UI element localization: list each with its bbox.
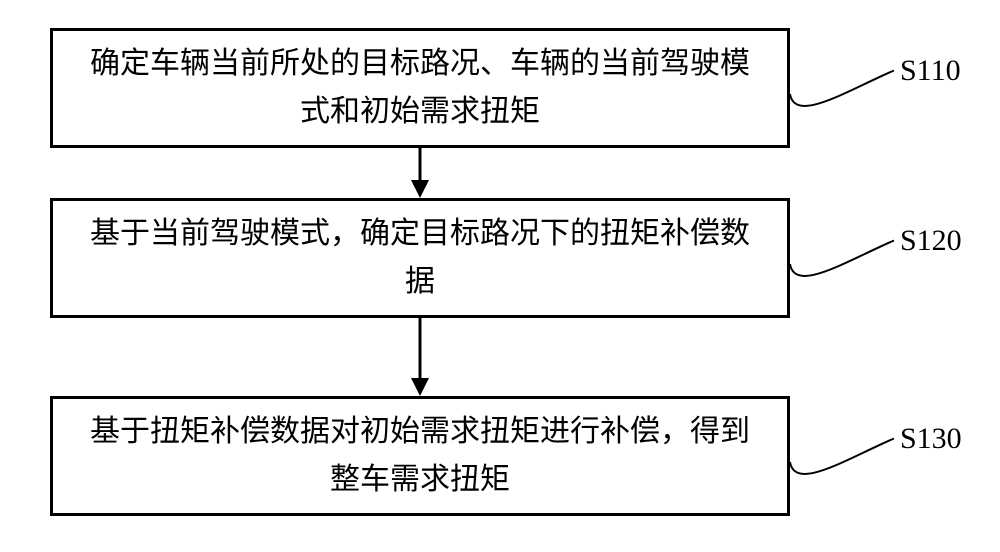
step-label-s120: S120 bbox=[900, 224, 962, 258]
flowchart-canvas: { "layout": { "canvas": { "width": 1000,… bbox=[0, 0, 1000, 552]
step-text: 基于扭矩补偿数据对初始需求扭矩进行补偿，得到整车需求扭矩 bbox=[83, 408, 757, 504]
step-box-s120: 基于当前驾驶模式，确定目标路况下的扭矩补偿数据 bbox=[50, 198, 790, 318]
step-text: 确定车辆当前所处的目标路况、车辆的当前驾驶模式和初始需求扭矩 bbox=[83, 40, 757, 136]
step-box-s130: 基于扭矩补偿数据对初始需求扭矩进行补偿，得到整车需求扭矩 bbox=[50, 396, 790, 516]
step-box-s110: 确定车辆当前所处的目标路况、车辆的当前驾驶模式和初始需求扭矩 bbox=[50, 28, 790, 148]
step-label-s130: S130 bbox=[900, 422, 962, 456]
step-label-s110: S110 bbox=[900, 54, 961, 88]
step-text: 基于当前驾驶模式，确定目标路况下的扭矩补偿数据 bbox=[83, 210, 757, 306]
